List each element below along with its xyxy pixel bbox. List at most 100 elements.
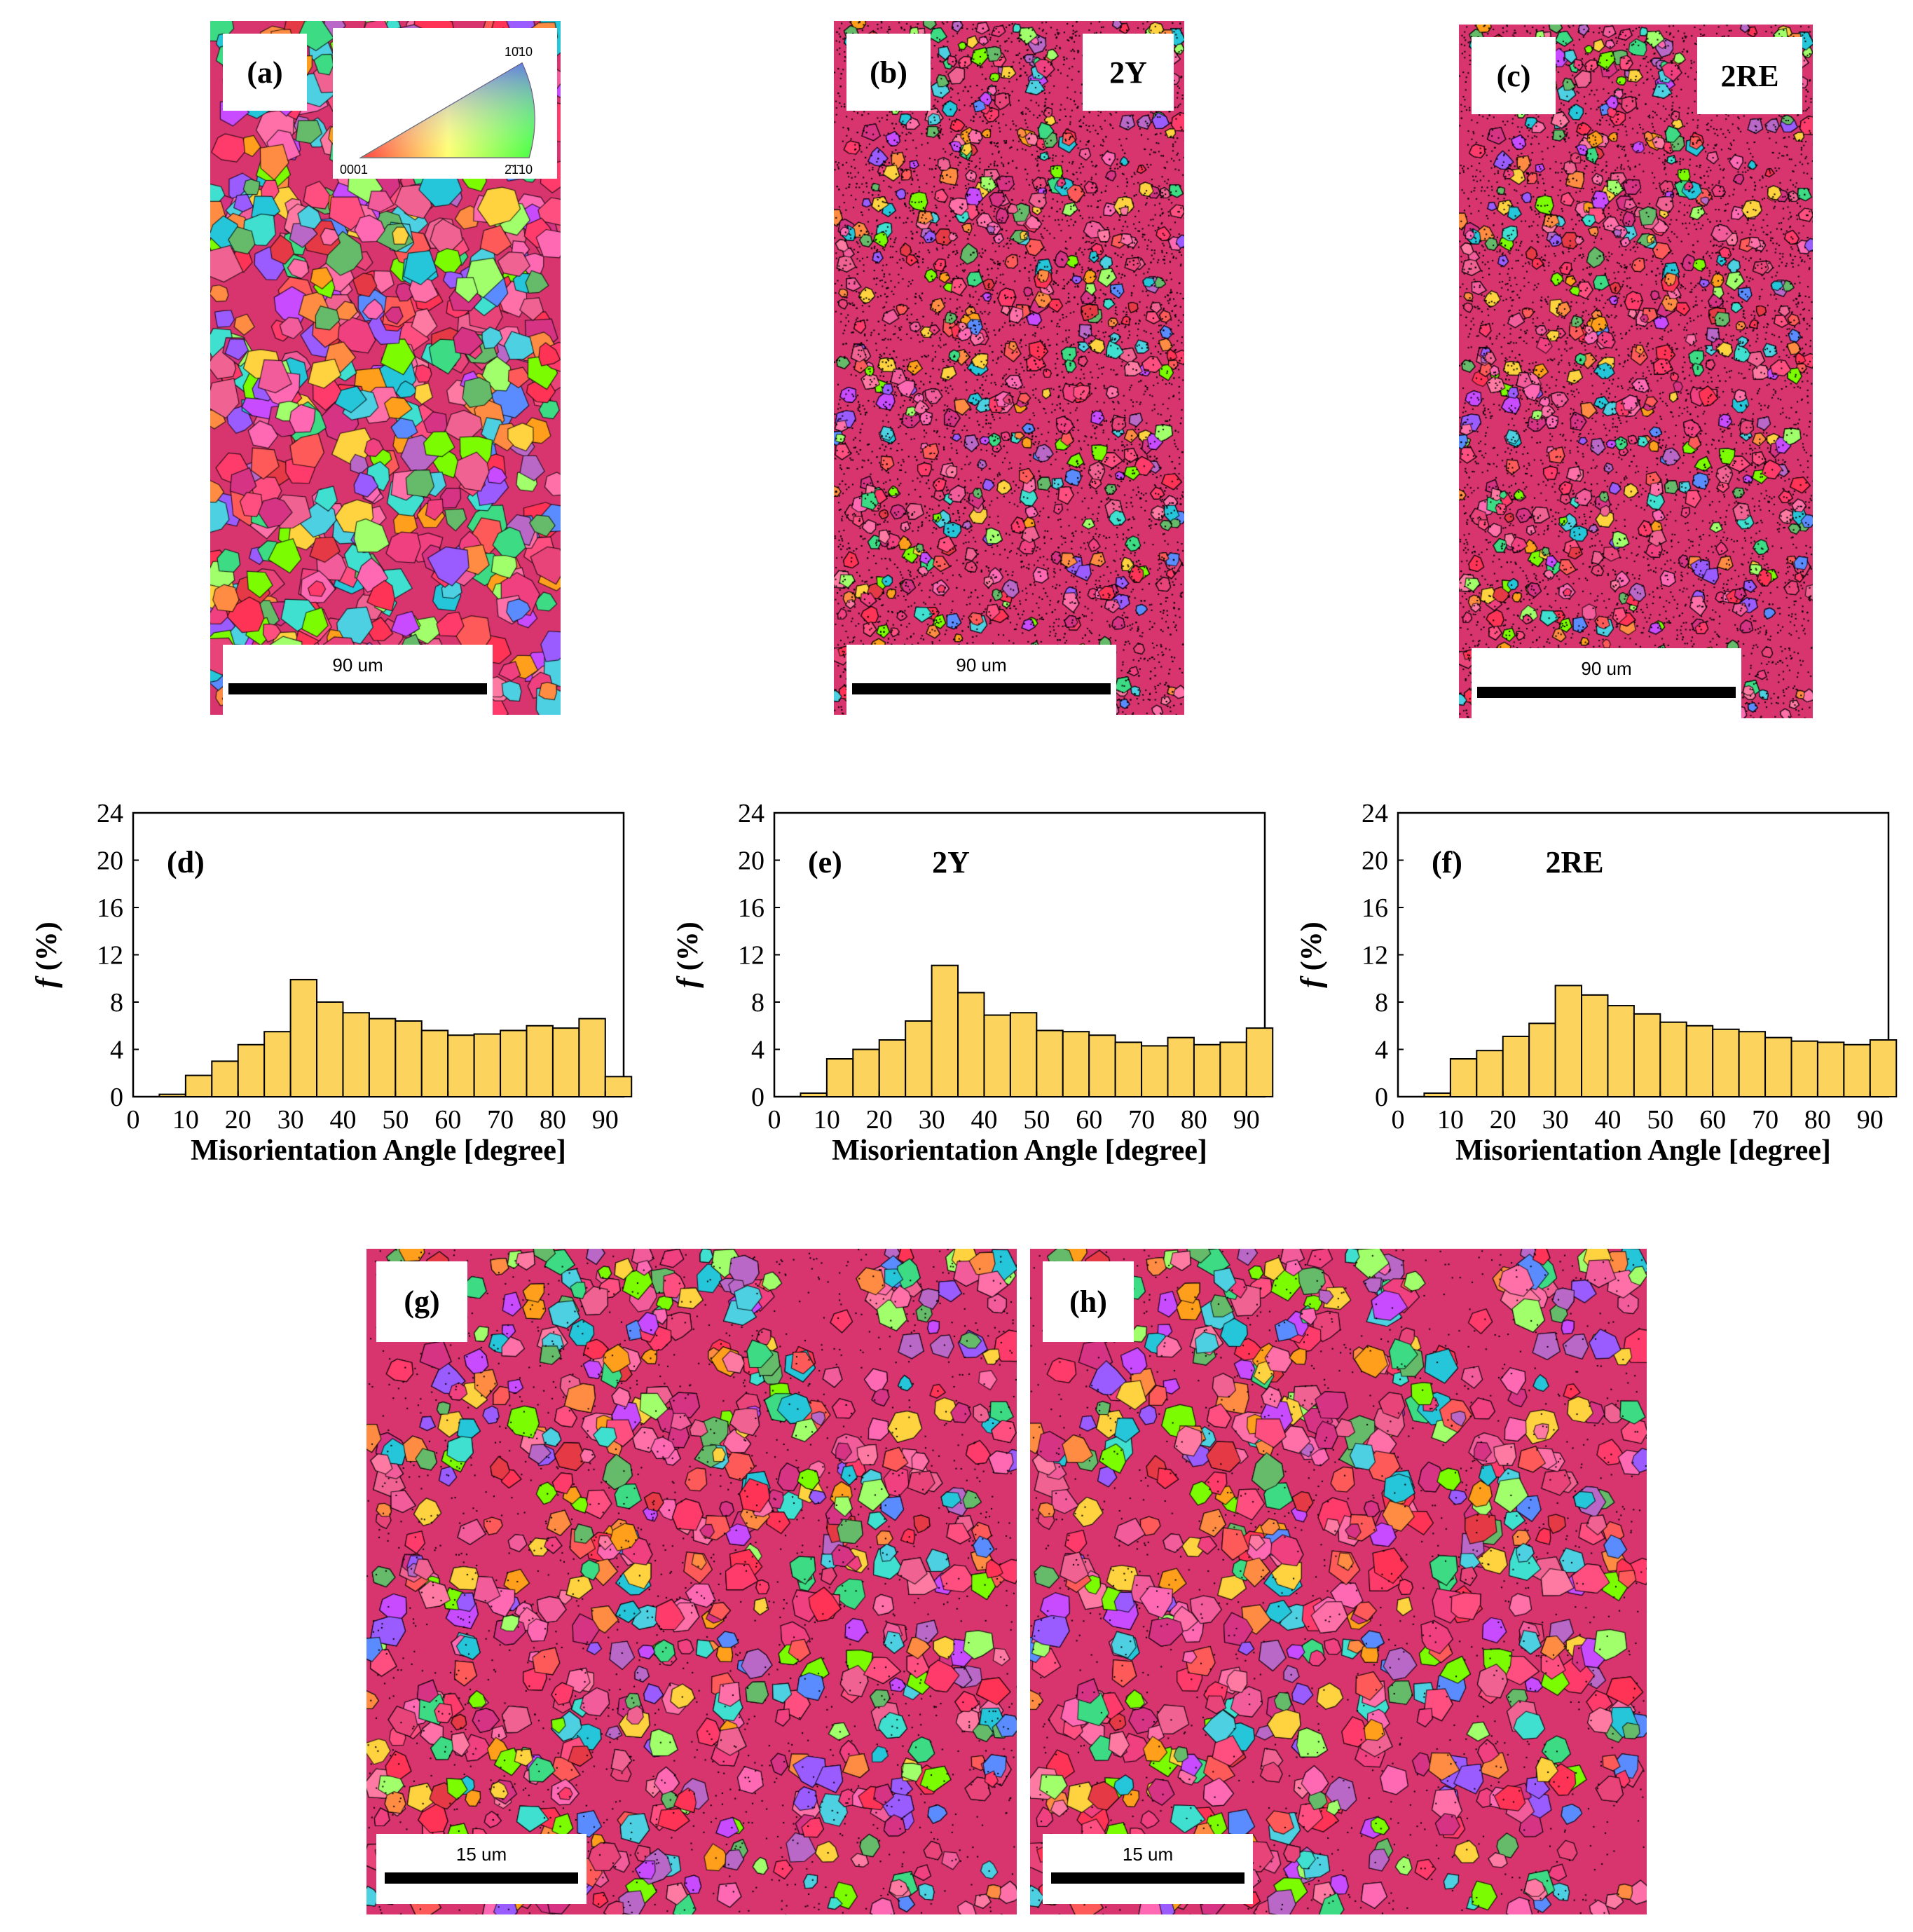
- grain-map-image: [834, 21, 1184, 715]
- histogram-bar: [1712, 1028, 1740, 1097]
- histogram-bar: [1554, 985, 1583, 1097]
- histogram-bar: [1193, 1043, 1221, 1097]
- histogram-bar: [289, 978, 318, 1097]
- histogram-bar: [420, 1029, 449, 1097]
- ebsd-map-a: (a) 10̄10 0001 2̄1̄10 90 um: [210, 21, 561, 715]
- x-axis-label: Misorientation Angle [degree]: [832, 1135, 1207, 1167]
- x-tick-label: 0: [127, 1105, 140, 1135]
- scale-bar-label: 90 um: [1581, 658, 1632, 679]
- histogram-bar: [1502, 1035, 1530, 1097]
- x-tick-label: 20: [225, 1105, 252, 1135]
- y-axis-label-symbol: f: [1296, 975, 1328, 988]
- x-tick-label: 80: [540, 1105, 566, 1135]
- scale-bar-line: [228, 683, 487, 694]
- x-tick-label: 90: [1233, 1105, 1260, 1135]
- histogram-bar: [368, 1018, 397, 1097]
- y-tick-label: 8: [751, 988, 764, 1018]
- x-tick-label: 70: [1128, 1105, 1155, 1135]
- panel-label-g: (g): [376, 1261, 467, 1342]
- y-tick-label: 0: [1375, 1083, 1388, 1112]
- x-tick-label: 0: [768, 1105, 781, 1135]
- x-tick-label: 40: [329, 1105, 356, 1135]
- histogram-bar: [473, 1033, 502, 1097]
- ipf-label-right: 2̄1̄10: [505, 163, 533, 177]
- y-tick-label: 8: [1375, 988, 1388, 1018]
- histogram-bar: [1423, 1092, 1451, 1097]
- histogram-bar: [1659, 1021, 1687, 1097]
- histogram-bar: [1790, 1040, 1818, 1097]
- x-tick-label: 50: [382, 1105, 409, 1135]
- histogram-f: 0 4 8 12 16 20 24 0 10 20 30 40 50 60 70 80 90 Misorienta…: [1279, 792, 1909, 1184]
- panel-tag-2re: 2RE: [1697, 37, 1802, 114]
- x-tick-label: 20: [1490, 1105, 1516, 1135]
- x-tick-label: 50: [1023, 1105, 1050, 1135]
- ebsd-map-c: (c) 2RE 90 um: [1459, 25, 1813, 718]
- y-tick-label: 24: [738, 799, 764, 828]
- panel-label: (e): [808, 845, 842, 879]
- y-axis-label-unit: (%): [1296, 922, 1328, 978]
- grain-map-image: [1459, 25, 1813, 718]
- histogram-bar: [1009, 1012, 1038, 1097]
- y-tick-label: 12: [97, 941, 123, 971]
- scale-bar: 90 um: [846, 645, 1116, 715]
- histogram-bar: [1088, 1034, 1116, 1097]
- x-tick-label: 20: [866, 1105, 893, 1135]
- x-tick-label: 50: [1647, 1105, 1673, 1135]
- histogram-bar: [578, 1018, 606, 1097]
- x-tick-label: 10: [814, 1105, 840, 1135]
- histogram-bar: [1114, 1041, 1143, 1097]
- scale-bar-label: 90 um: [956, 655, 1007, 676]
- alloy-tag: 2RE: [1545, 845, 1603, 879]
- y-tick-label: 20: [738, 847, 764, 876]
- scale-bar: 90 um: [1472, 648, 1741, 718]
- scale-bar-line: [385, 1872, 578, 1884]
- x-tick-label: 90: [1857, 1105, 1884, 1135]
- x-tick-label: 0: [1392, 1105, 1405, 1135]
- y-tick-label: 4: [1375, 1036, 1388, 1065]
- x-tick-label: 30: [277, 1105, 304, 1135]
- y-axis-label-symbol: f: [31, 975, 63, 988]
- x-axis-label: Misorientation Angle [degree]: [1455, 1135, 1831, 1167]
- histogram-bar: [500, 1029, 528, 1097]
- y-axis-label: f (%): [31, 922, 63, 987]
- x-tick-label: 60: [434, 1105, 461, 1135]
- histogram-bar: [1062, 1031, 1090, 1097]
- panel-label-a: (a): [223, 34, 307, 111]
- ipf-triangle-icon: 10̄10 0001 2̄1̄10: [340, 45, 535, 177]
- scale-bar-line: [1477, 687, 1736, 698]
- x-tick-label: 40: [1594, 1105, 1621, 1135]
- histogram-bar: [905, 1020, 933, 1097]
- histogram-bar: [395, 1020, 423, 1097]
- x-axis-label: Misorientation Angle [degree]: [191, 1135, 566, 1167]
- histogram-bar: [1869, 1039, 1898, 1097]
- histogram-bar: [800, 1092, 828, 1097]
- histogram-bar: [237, 1043, 266, 1097]
- histogram-bar: [1476, 1050, 1504, 1097]
- y-tick-label: 16: [97, 893, 123, 923]
- y-tick-label: 8: [110, 988, 123, 1018]
- ebsd-map-g: (g) 15 um: [366, 1249, 1017, 1914]
- scale-bar-line: [1051, 1872, 1245, 1884]
- x-tick-label: 30: [919, 1105, 945, 1135]
- histogram-bar: [158, 1093, 186, 1097]
- y-tick-label: 4: [110, 1036, 123, 1065]
- y-axis-label: f (%): [1296, 922, 1328, 987]
- histogram-bar: [1685, 1025, 1714, 1097]
- histogram-bar: [957, 992, 985, 1097]
- histogram-bar: [983, 1014, 1011, 1097]
- x-tick-label: 90: [592, 1105, 619, 1135]
- x-tick-label: 80: [1181, 1105, 1207, 1135]
- x-tick-label: 30: [1542, 1105, 1569, 1135]
- histogram-bar: [1764, 1036, 1792, 1097]
- histogram-bar: [1738, 1031, 1767, 1097]
- y-tick-label: 16: [1362, 893, 1388, 923]
- histogram-svg: 0 4 8 12 16 20 24 0 10 20 30 40 50 60 70 80 90 Misorienta…: [1296, 799, 1898, 1167]
- histogram-bar: [526, 1025, 554, 1097]
- histogram-bar: [825, 1058, 854, 1097]
- histogram-bar: [184, 1074, 213, 1097]
- panel-tag-2y: 2Y: [1083, 34, 1174, 111]
- alloy-tag: 2Y: [932, 845, 970, 879]
- histogram-bar: [1607, 1005, 1635, 1097]
- histogram-bar: [211, 1060, 239, 1097]
- histogram-bar: [263, 1031, 292, 1097]
